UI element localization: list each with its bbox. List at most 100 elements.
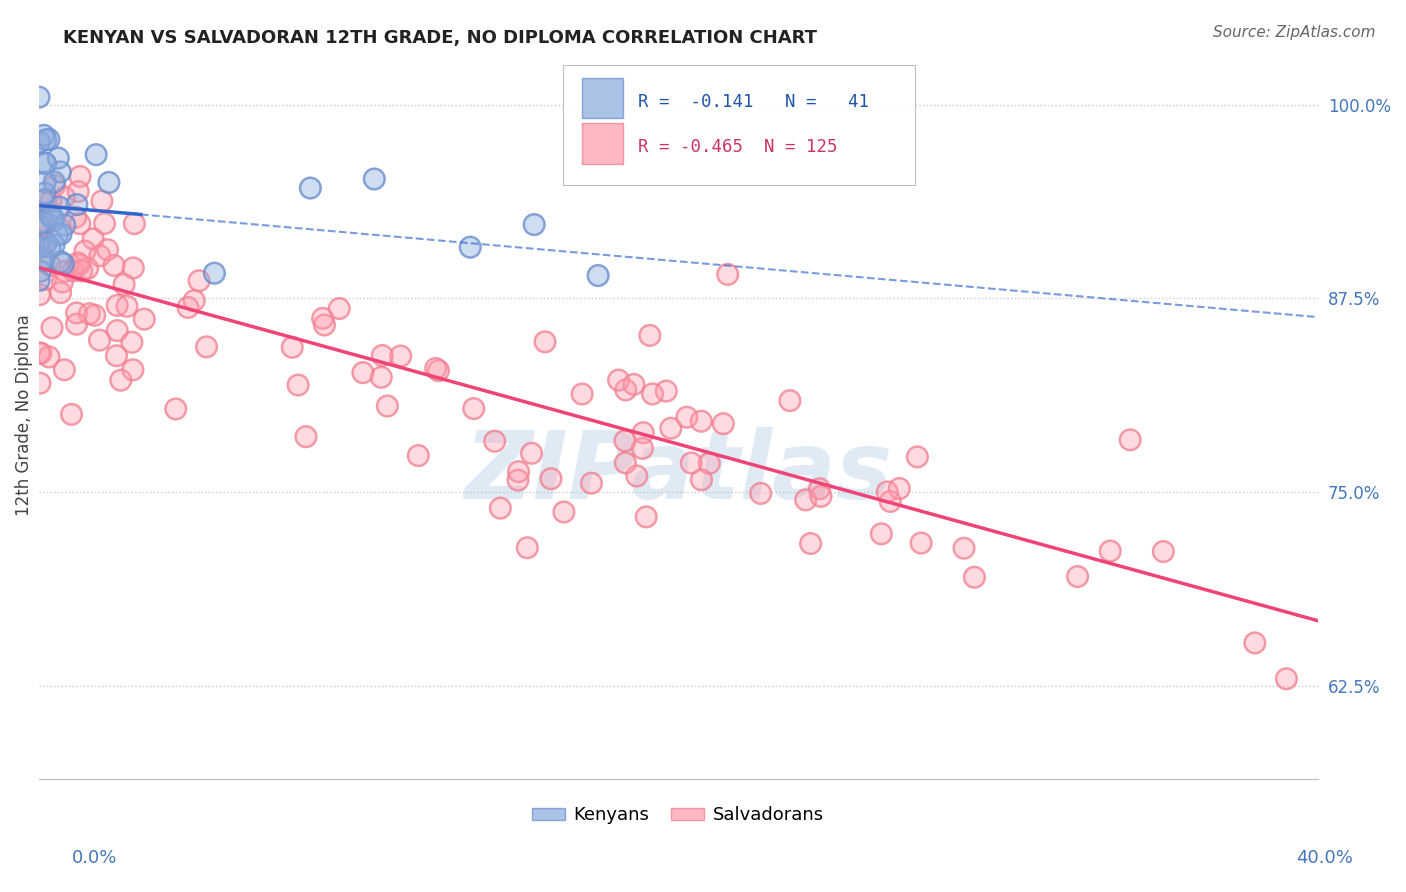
Point	[623, 377, 645, 392]
Text: KENYAN VS SALVADORAN 12TH GRADE, NO DIPLOMA CORRELATION CHART: KENYAN VS SALVADORAN 12TH GRADE, NO DIPL…	[63, 29, 817, 46]
Point	[749, 486, 772, 500]
Point	[49, 227, 72, 241]
Point	[489, 501, 512, 516]
Point	[105, 298, 128, 312]
Point	[67, 258, 90, 272]
Point	[638, 328, 661, 343]
Point	[779, 393, 801, 408]
Point	[633, 425, 655, 440]
Point	[28, 287, 51, 301]
Point	[463, 401, 485, 416]
Point	[65, 306, 87, 320]
Point	[89, 333, 111, 347]
Point	[105, 324, 128, 338]
Point	[38, 132, 60, 146]
Point	[93, 217, 115, 231]
Point	[370, 370, 392, 384]
Point	[79, 307, 101, 321]
Point	[299, 181, 322, 195]
Point	[60, 408, 83, 422]
Point	[28, 273, 51, 287]
Point	[28, 135, 51, 149]
Point	[35, 192, 58, 206]
Point	[183, 293, 205, 308]
Point	[876, 484, 898, 499]
Point	[89, 249, 111, 263]
Point	[800, 536, 823, 550]
Point	[76, 261, 98, 276]
Point	[73, 244, 96, 259]
Point	[655, 384, 678, 398]
Point	[34, 186, 56, 201]
Point	[38, 350, 60, 364]
FancyBboxPatch shape	[582, 78, 623, 119]
Point	[28, 376, 51, 391]
Point	[46, 227, 69, 242]
Point	[51, 275, 73, 289]
Point	[910, 536, 932, 550]
Point	[287, 378, 309, 392]
Point	[408, 449, 430, 463]
Point	[69, 217, 91, 231]
Point	[38, 132, 60, 146]
Point	[53, 264, 76, 278]
Point	[32, 252, 55, 266]
Point	[35, 235, 58, 250]
Point	[520, 446, 543, 460]
Point	[67, 258, 90, 272]
Point	[188, 274, 211, 288]
Point	[28, 135, 51, 149]
Point	[90, 194, 112, 208]
Point	[28, 240, 51, 254]
Point	[112, 277, 135, 292]
Point	[93, 217, 115, 231]
Point	[34, 157, 56, 171]
Point	[553, 505, 575, 519]
Point	[631, 442, 654, 456]
Point	[1119, 433, 1142, 447]
Point	[281, 340, 304, 354]
Point	[287, 378, 309, 392]
Point	[484, 434, 506, 449]
Point	[97, 176, 120, 190]
Point	[39, 194, 62, 208]
Point	[506, 473, 529, 487]
Point	[105, 349, 128, 363]
Point	[523, 218, 546, 232]
Point	[110, 373, 132, 387]
Point	[28, 346, 51, 360]
Point	[49, 165, 72, 179]
Point	[103, 258, 125, 272]
Point	[879, 494, 901, 508]
Point	[540, 472, 562, 486]
Point	[34, 186, 56, 201]
Point	[633, 425, 655, 440]
Point	[458, 240, 481, 254]
Point	[631, 442, 654, 456]
Point	[51, 275, 73, 289]
Point	[38, 350, 60, 364]
Point	[42, 214, 65, 228]
Point	[659, 421, 682, 435]
Point	[31, 193, 53, 207]
Point	[89, 333, 111, 347]
Text: ZIPatlas: ZIPatlas	[464, 427, 893, 519]
Point	[28, 287, 51, 301]
Point	[32, 128, 55, 143]
Point	[97, 176, 120, 190]
Point	[53, 363, 76, 377]
Point	[44, 178, 66, 193]
Point	[66, 256, 89, 270]
Text: R =  -0.141   N =   41: R = -0.141 N = 41	[638, 93, 869, 111]
Point	[553, 505, 575, 519]
Point	[779, 393, 801, 408]
Point	[42, 214, 65, 228]
Point	[124, 217, 146, 231]
Point	[69, 169, 91, 184]
Point	[28, 90, 51, 104]
Point	[204, 266, 226, 280]
Point	[49, 255, 72, 269]
Point	[1152, 544, 1174, 558]
Point	[53, 264, 76, 278]
Point	[295, 430, 318, 444]
